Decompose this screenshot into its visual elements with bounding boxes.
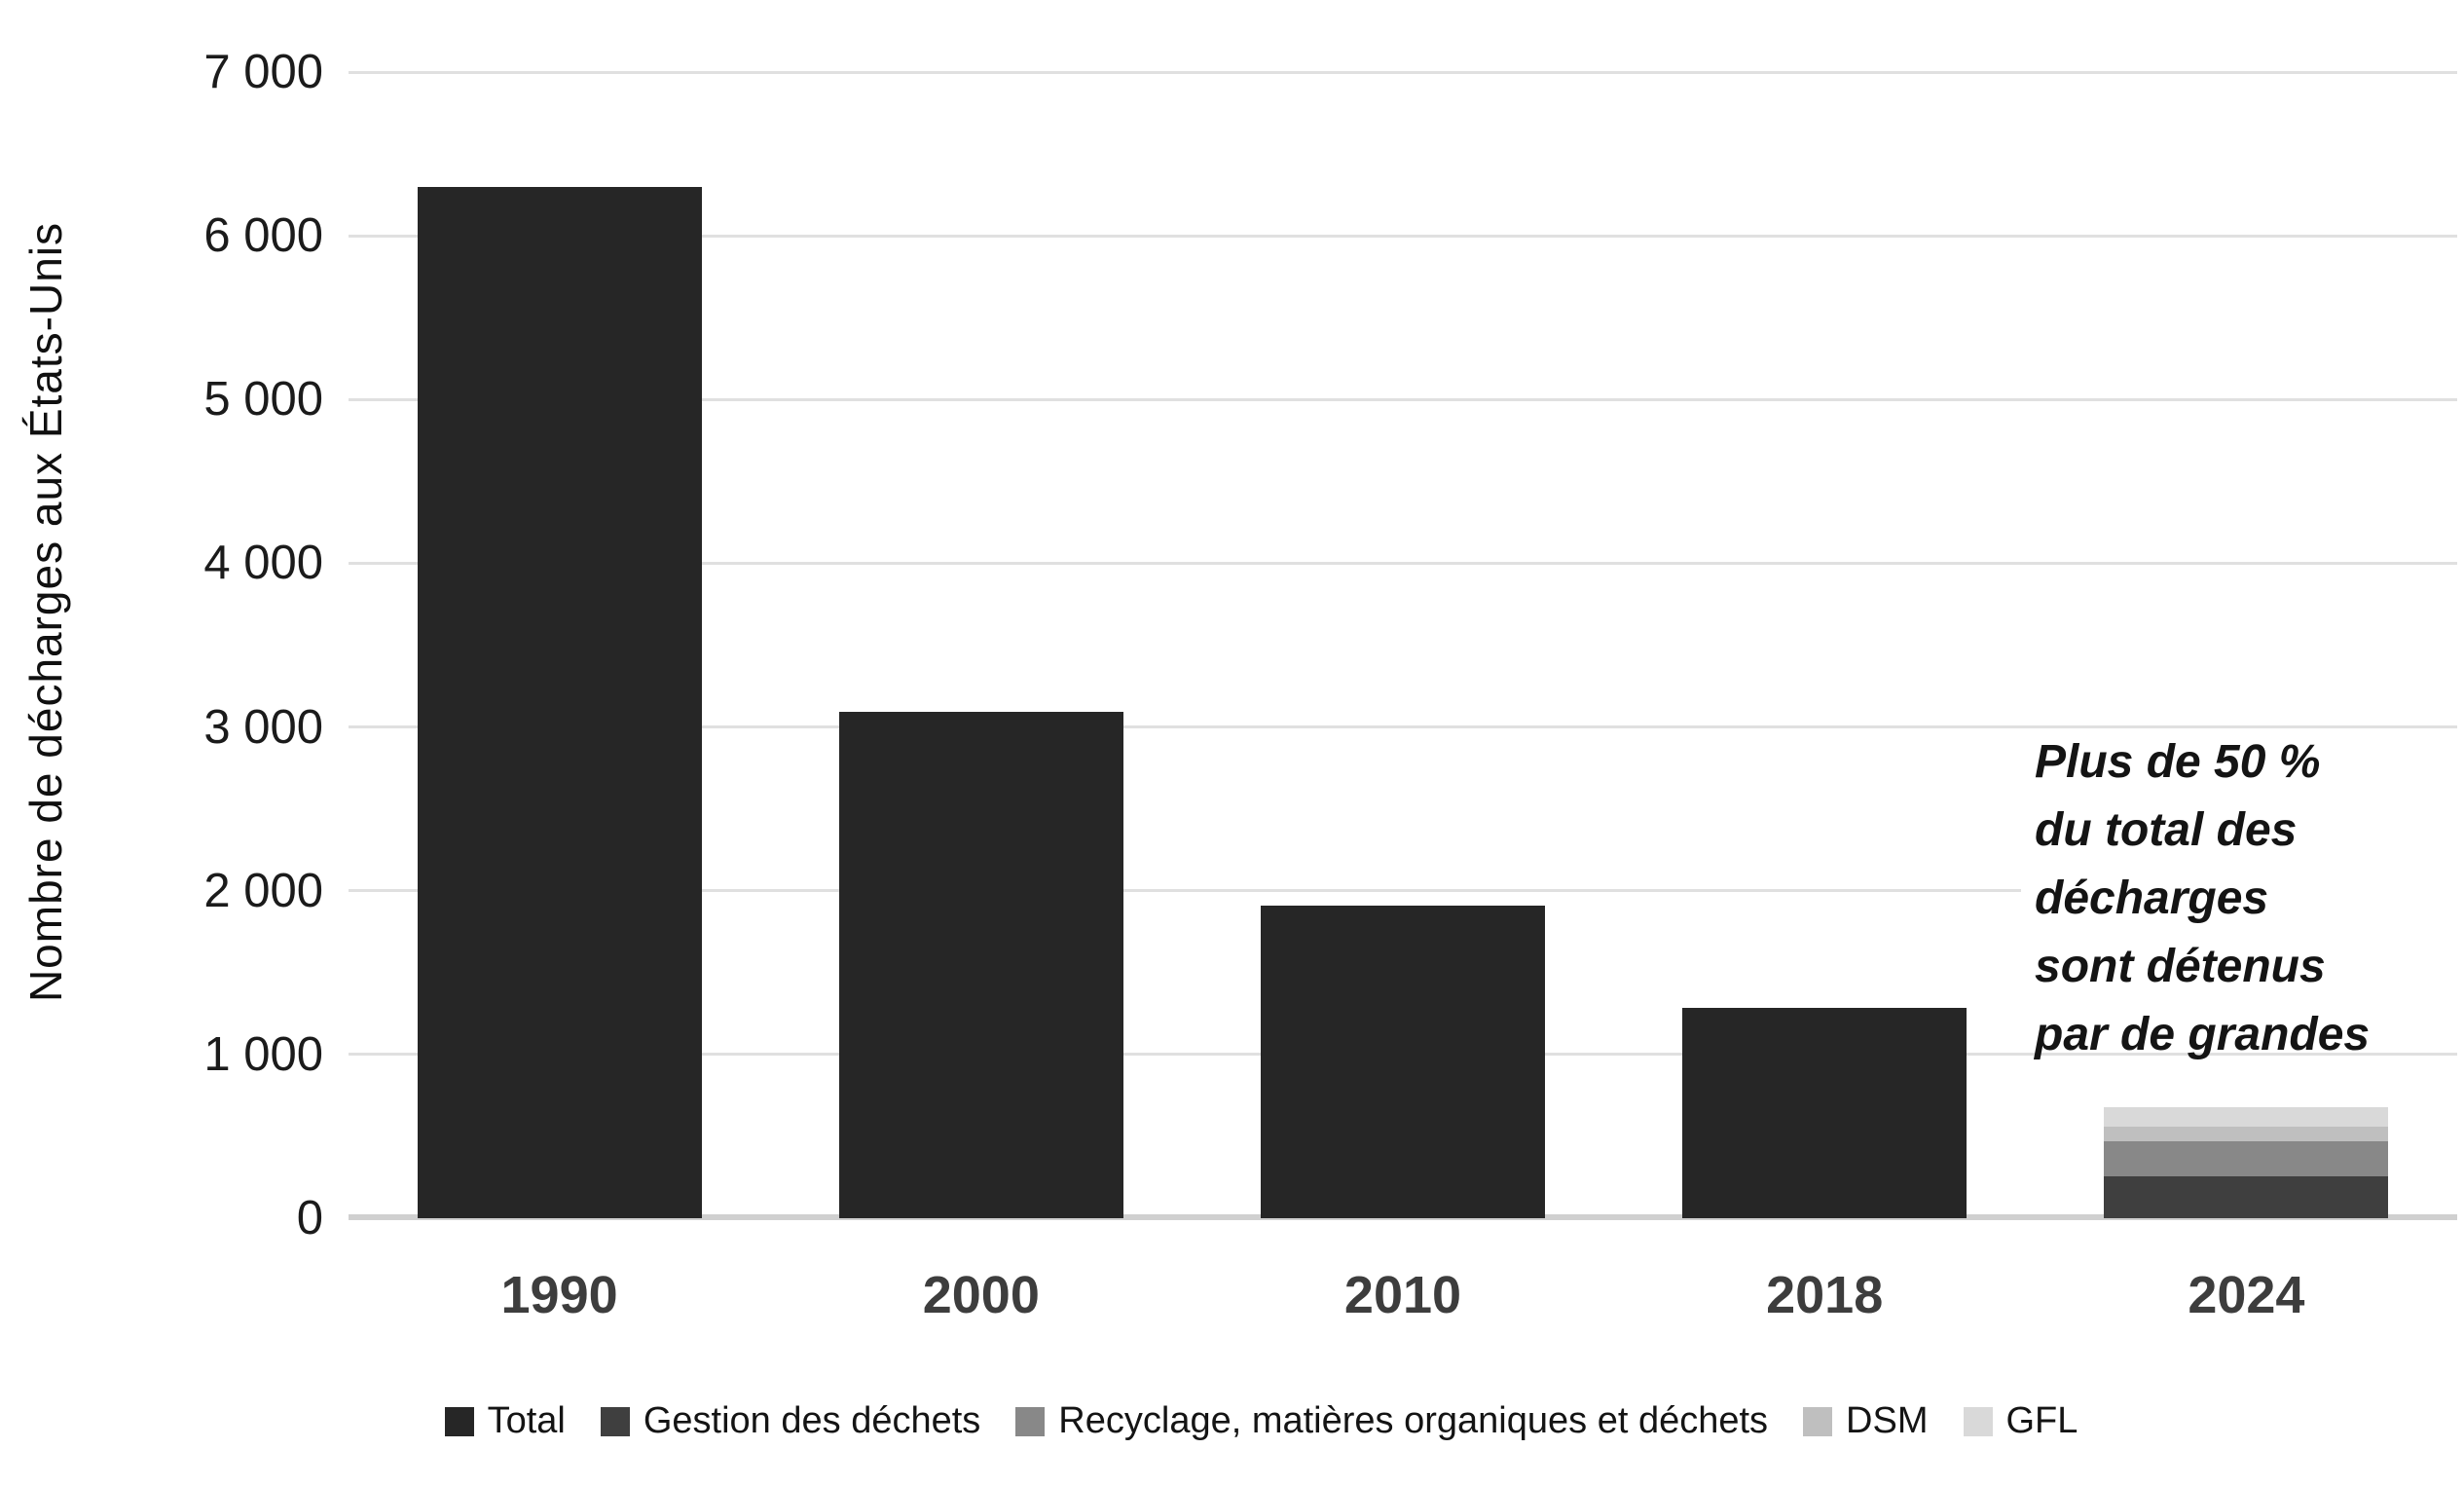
bar-2000-total <box>838 712 1123 1218</box>
legend-swatch-total <box>444 1406 474 1436</box>
bar-2024-gfl <box>2104 1106 2389 1127</box>
x-tick-label-2018: 2018 <box>1766 1266 1884 1324</box>
legend-label: GFL <box>2005 1400 2078 1441</box>
x-tick-label-2024: 2024 <box>2188 1266 2305 1324</box>
annotation-line: sont détenus <box>2035 941 2326 992</box>
plot-area <box>349 70 2457 1220</box>
bar-2024-gestion-des-d-chets <box>2104 1176 2389 1218</box>
legend-swatch-dsm <box>1803 1406 1833 1436</box>
bar-2018-total <box>1682 1007 1968 1218</box>
legend-label: Total <box>487 1400 566 1441</box>
bar-2024-recyclage-mati-res-organiques-et-d-chets <box>2104 1140 2389 1177</box>
annotation-line: par de grandes <box>2035 1009 2371 1060</box>
annotation-line: du total des <box>2035 804 2298 856</box>
gridline <box>349 70 2457 74</box>
legend-item-recyclage-mati-res-organiques-et-d-chets: Recyclage, matières organiques et déchet… <box>1015 1400 1768 1442</box>
annotation-line: décharges <box>2035 873 2269 924</box>
y-tick-label: 1 000 <box>203 1027 323 1081</box>
bar-1990-total <box>417 186 702 1218</box>
gridline <box>349 725 2457 729</box>
legend-item-dsm: DSM <box>1803 1400 1929 1442</box>
annotation-box: Plus de 50 % du total des décharges sont… <box>2021 728 2461 1060</box>
gridline <box>349 234 2457 238</box>
legend-label: Gestion des déchets <box>643 1400 981 1441</box>
annotation-line: Plus de 50 % <box>2035 736 2321 788</box>
gridline <box>349 561 2457 565</box>
y-tick-label: 4 000 <box>203 537 323 590</box>
legend-item-total: Total <box>444 1400 566 1442</box>
legend-item-gestion-des-d-chets: Gestion des déchets <box>600 1400 981 1442</box>
y-tick-label: 5 000 <box>203 373 323 427</box>
y-tick-label: 3 000 <box>203 700 323 754</box>
x-tick-label-2000: 2000 <box>922 1266 1040 1324</box>
x-tick-label-1990: 1990 <box>500 1266 618 1324</box>
x-tick-label-2010: 2010 <box>1343 1266 1462 1324</box>
legend: Total Gestion des déchets Recyclage, matiè… <box>0 1400 2464 1442</box>
bar-2010-total <box>1261 905 1545 1218</box>
gridline <box>349 889 2457 893</box>
legend-swatch-recyclage-mati-res-organiques-et-d-chets <box>1015 1406 1046 1436</box>
legend-label: Recyclage, matières organiques et déchet… <box>1058 1400 1769 1441</box>
y-tick-label: 6 000 <box>203 209 323 263</box>
y-tick-label: 2 000 <box>203 864 323 917</box>
y-tick-label: 7 000 <box>203 46 323 98</box>
legend-item-gfl: GFL <box>1963 1400 2078 1442</box>
legend-swatch-gestion-des-d-chets <box>600 1406 630 1436</box>
y-tick-label: 0 <box>296 1192 323 1245</box>
legend-swatch-gfl <box>1963 1406 1993 1436</box>
bar-2024-dsm <box>2104 1126 2389 1141</box>
gridline <box>349 397 2457 401</box>
legend-label: DSM <box>1846 1400 1929 1441</box>
